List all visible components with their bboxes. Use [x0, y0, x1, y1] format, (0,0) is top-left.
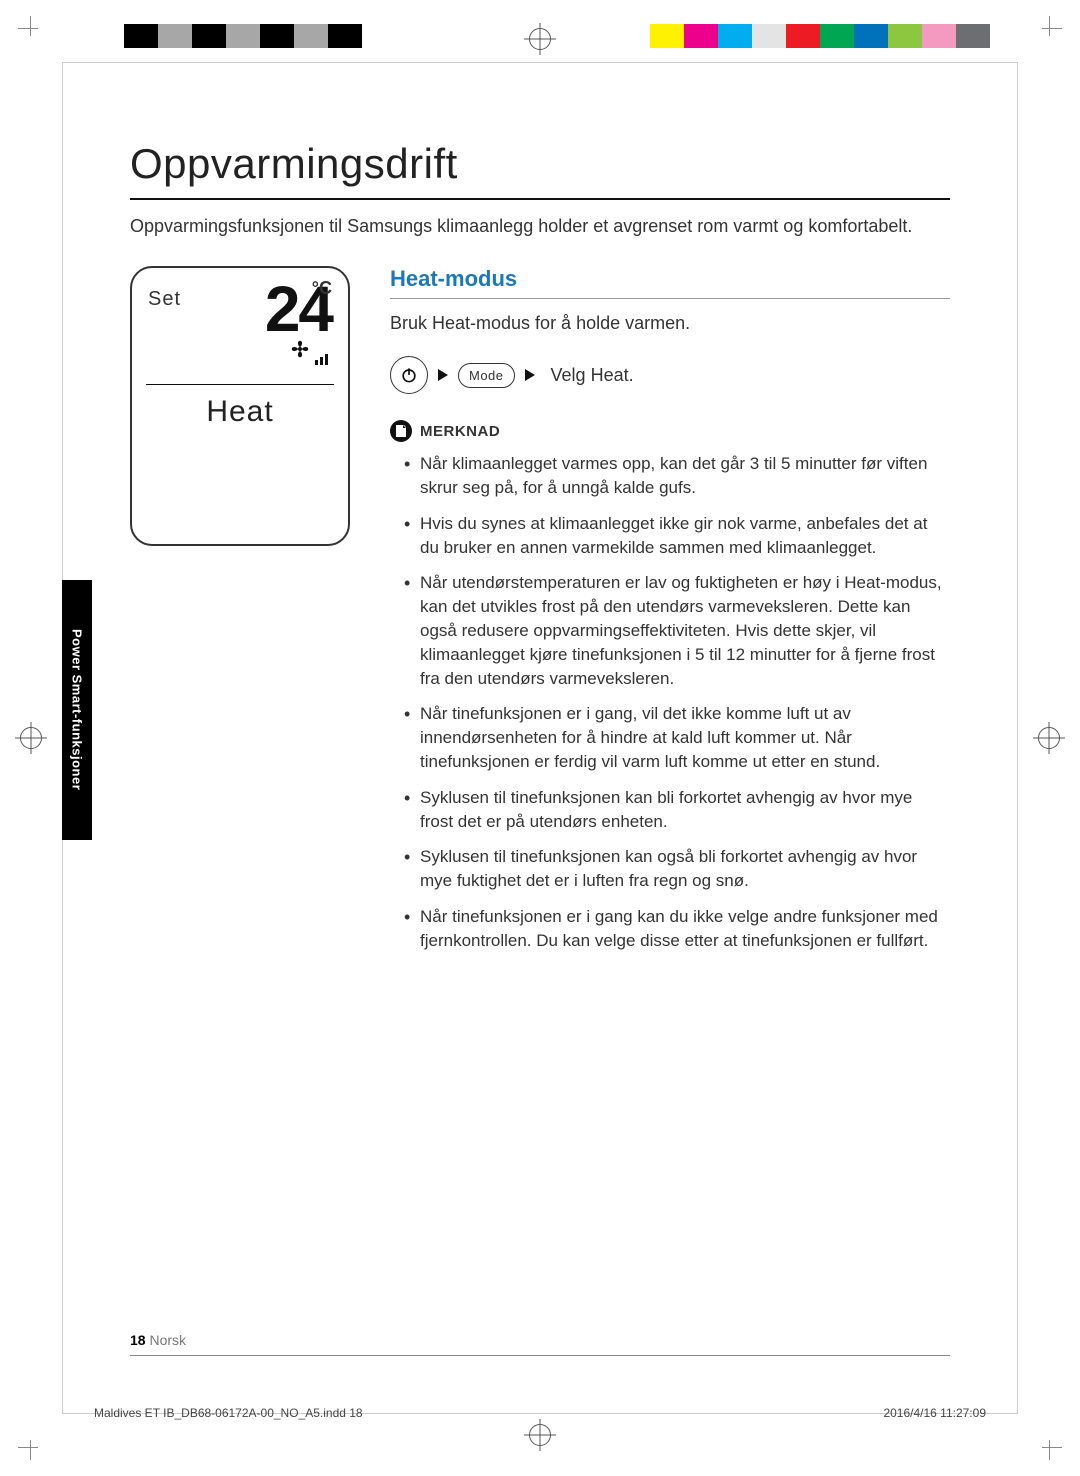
note-item: Hvis du synes at klimaanlegget ikke gir … [408, 512, 950, 560]
mode-button-icon: Mode [458, 363, 515, 388]
color-bar-grayscale [90, 24, 396, 48]
note-item: Syklusen til tinefunksjonen kan bli fork… [408, 786, 950, 834]
section-description: Bruk Heat-modus for å holde varmen. [390, 313, 950, 334]
note-item: Når tinefunksjonen er i gang, vil det ik… [408, 702, 950, 773]
arrow-right-icon [525, 369, 535, 381]
fan-icon [289, 338, 311, 365]
arrow-right-icon [438, 369, 448, 381]
print-file-name: Maldives ET IB_DB68-06172A-00_NO_A5.indd… [94, 1406, 363, 1420]
section-heading: Heat-modus [390, 266, 950, 299]
note-icon [390, 420, 412, 442]
note-heading: MERKNAD [420, 423, 500, 440]
page-content: Oppvarmingsdrift Oppvarmingsfunksjonen t… [130, 140, 950, 965]
print-job-footer: Maldives ET IB_DB68-06172A-00_NO_A5.indd… [94, 1406, 986, 1420]
remote-display-illustration: Set °C 24 Heat [130, 266, 350, 546]
note-item: Når tinefunksjonen er i gang kan du ikke… [408, 905, 950, 953]
intro-paragraph: Oppvarmingsfunksjonen til Samsungs klima… [130, 214, 950, 238]
lcd-temperature-value: 24 [181, 282, 332, 336]
page-number-value: 18 [130, 1332, 146, 1348]
page-title: Oppvarmingsdrift [130, 140, 950, 200]
fan-speed-bars-icon [315, 354, 328, 365]
step-action-text: Velg Heat. [551, 365, 634, 386]
lcd-set-label: Set [148, 288, 181, 311]
note-item: Syklusen til tinefunksjonen kan også bli… [408, 845, 950, 893]
section-side-tab: Power Smart-funksjoner [62, 580, 92, 840]
lcd-mode-label: Heat [148, 395, 332, 429]
note-item: Når klimaanlegget varmes opp, kan det gå… [408, 452, 950, 500]
operation-step-row: Mode Velg Heat. [390, 356, 950, 394]
print-datetime: 2016/4/16 11:27:09 [883, 1406, 986, 1420]
color-bar-cmyk [650, 24, 990, 48]
note-item: Når utendørstemperaturen er lav og fukti… [408, 571, 950, 690]
lcd-unit: °C [312, 278, 332, 299]
page-number: 18 Norsk [130, 1332, 194, 1348]
side-tab-label: Power Smart-funksjoner [70, 629, 85, 790]
notes-list: Når klimaanlegget varmes opp, kan det gå… [390, 452, 950, 952]
footer-rule [130, 1355, 950, 1356]
power-button-icon [390, 356, 428, 394]
